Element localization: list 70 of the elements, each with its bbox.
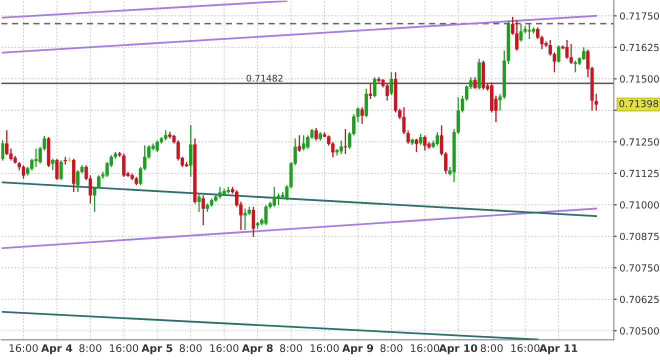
x-tick-label: 8:00 <box>79 344 102 352</box>
candlestick <box>360 106 364 125</box>
x-tick-label: 16:00 <box>210 344 238 352</box>
candlestick <box>372 76 376 98</box>
x-tick-label: 16:00 <box>310 344 339 352</box>
x-tick-label: Apr 8 <box>242 344 273 354</box>
candlestick <box>5 130 8 156</box>
x-tick-label: Apr 9 <box>342 344 374 354</box>
x-tick-label: Apr 5 <box>142 344 172 354</box>
y-tick-label: 0.70625 <box>620 296 659 304</box>
candlestick <box>189 124 192 178</box>
candlestick <box>390 72 394 96</box>
y-tick-label: 0.71000 <box>620 201 659 209</box>
x-tick-label: 8:00 <box>380 344 402 352</box>
candlestick <box>197 192 201 212</box>
candlestick <box>298 134 302 153</box>
x-tick-label: 8:00 <box>480 344 503 352</box>
y-tick-label: 0.70875 <box>620 232 659 240</box>
candlestick <box>264 204 268 226</box>
y-tick-label: 0.70750 <box>620 264 659 272</box>
x-tick-label: 16:00 <box>410 344 440 352</box>
candlestick <box>436 132 440 146</box>
candlestick <box>519 24 523 42</box>
candlestick <box>164 130 168 141</box>
candlestick <box>55 158 59 181</box>
y-tick-label: 0.71125 <box>620 170 659 178</box>
candlestick <box>59 160 63 181</box>
candlestick <box>423 134 427 152</box>
candlestick <box>252 206 256 238</box>
x-tick-label: 8:00 <box>280 344 302 352</box>
candlestick <box>364 88 368 118</box>
candlestick <box>565 39 569 60</box>
candlestick <box>1 140 4 162</box>
y-tick-label: 0.71625 <box>620 44 659 52</box>
x-tick-label: Apr 11 <box>539 344 578 354</box>
candlestick <box>243 208 247 231</box>
candlestick <box>473 76 477 90</box>
ref-line-label: 0.71482 <box>246 74 282 82</box>
candlestick <box>418 133 422 146</box>
y-tick-label: 0.70500 <box>620 327 659 335</box>
candlestick <box>202 194 205 226</box>
candlestick <box>72 158 76 193</box>
candlestick <box>414 138 418 153</box>
candlestick <box>218 186 222 200</box>
y-tick-label: 0.71500 <box>620 75 659 83</box>
candlestick <box>22 164 26 180</box>
y-tick-label: 0.71250 <box>620 138 659 146</box>
x-tick-label: Apr 10 <box>438 344 478 354</box>
candlestick <box>314 127 318 142</box>
candlestick <box>51 158 54 171</box>
candlestick <box>402 106 406 135</box>
candlestick <box>302 134 306 151</box>
candlestick <box>556 44 560 64</box>
candlestick <box>406 130 410 144</box>
candlestick <box>574 60 578 73</box>
candlestick <box>569 43 573 65</box>
candlestick <box>528 24 532 40</box>
candlestick <box>34 148 38 168</box>
y-tick-label: 0.71750 <box>620 12 659 20</box>
candlestick <box>368 83 372 100</box>
text: 0.71398 <box>619 100 658 108</box>
candlestick <box>64 156 67 166</box>
x-tick-label: 8:00 <box>180 344 202 352</box>
candlestick <box>515 19 518 52</box>
x-tick-label: Apr 4 <box>41 344 72 354</box>
x-tick-label: 16:00 <box>511 344 540 352</box>
x-tick-label: 16:00 <box>10 344 38 352</box>
x-tick-label: 16:00 <box>110 344 138 352</box>
candlestick <box>344 128 348 155</box>
candlestick <box>156 140 159 153</box>
